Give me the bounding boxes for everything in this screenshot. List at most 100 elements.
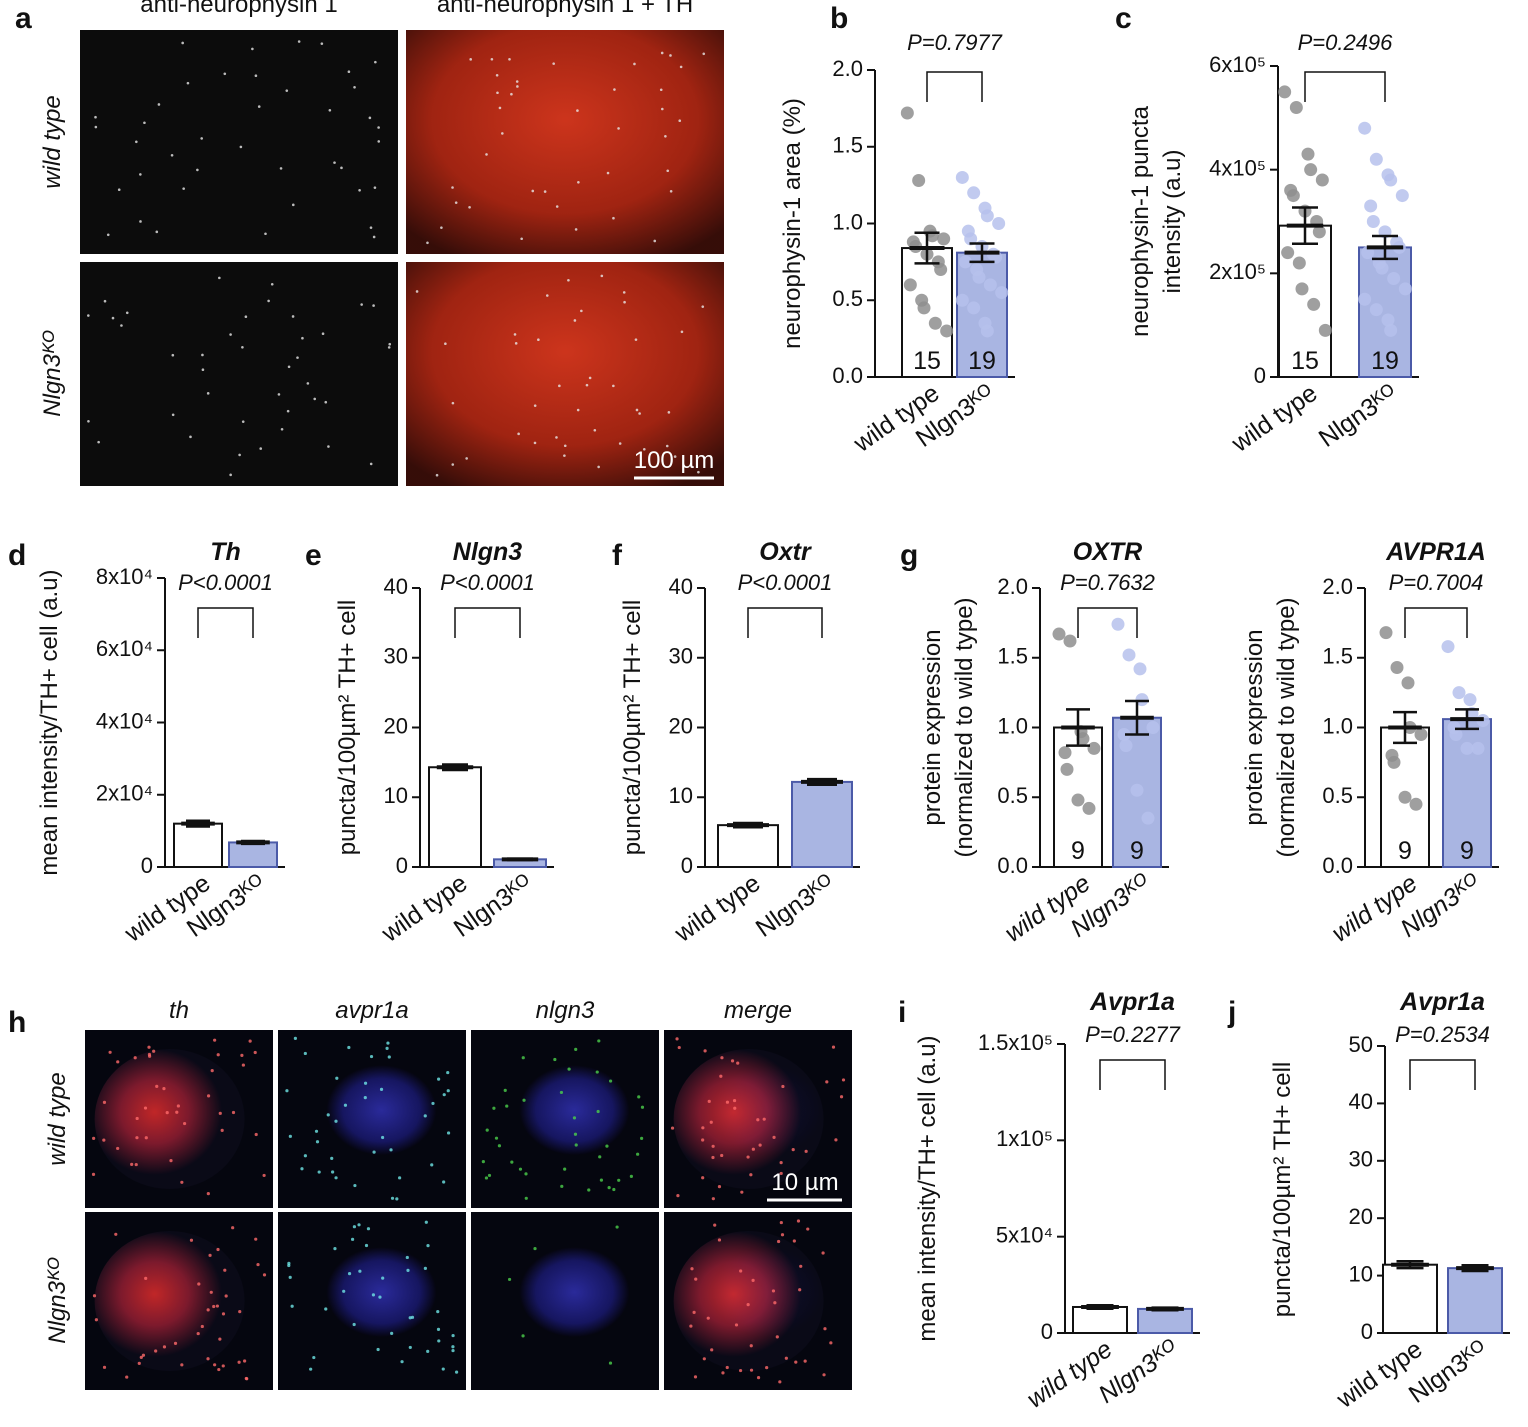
punctum — [388, 342, 392, 346]
y-tick-label: 0.0 — [1322, 853, 1353, 878]
punctum — [510, 1160, 514, 1164]
data-point — [1398, 790, 1412, 804]
punctum — [181, 41, 184, 45]
data-point — [980, 209, 994, 223]
micrograph-th — [406, 262, 724, 486]
x-tick-label: Nlgn3ᴷᴼ — [751, 869, 840, 943]
punctum — [288, 1134, 292, 1138]
punctum — [563, 454, 566, 457]
data-point — [964, 232, 978, 246]
data-point — [900, 106, 914, 120]
punctum — [505, 1104, 509, 1108]
y-tick-label: 10 — [669, 783, 693, 808]
data-point — [1071, 793, 1085, 807]
y-tick-label: 4x10⁴ — [96, 708, 153, 733]
data-point — [1358, 292, 1372, 306]
punctum — [711, 1144, 715, 1148]
punctum — [665, 444, 669, 448]
data-point — [1087, 741, 1101, 755]
punctum — [524, 1196, 528, 1200]
punctum — [446, 1089, 450, 1093]
column-header: th — [169, 997, 189, 1024]
punctum — [640, 1105, 645, 1109]
punctum — [293, 1036, 297, 1041]
punctum — [679, 65, 683, 69]
bracket — [1099, 1059, 1166, 1090]
punctum — [135, 1116, 139, 1121]
punctum — [264, 232, 267, 236]
data-point — [1463, 693, 1477, 707]
punctum — [369, 462, 373, 466]
punctum — [498, 106, 502, 110]
panel-label: f — [612, 539, 623, 572]
bar — [717, 824, 779, 869]
punctum — [608, 1079, 613, 1083]
y-tick-label: 10 — [384, 783, 408, 808]
punctum — [426, 1244, 430, 1248]
punctum — [454, 1370, 459, 1374]
punctum — [746, 1303, 750, 1307]
punctum — [779, 1220, 783, 1225]
punctum — [508, 57, 511, 61]
punctum — [738, 1368, 743, 1373]
punctum — [513, 333, 517, 336]
punctum — [803, 1359, 807, 1363]
y-tick-label: 1.0 — [832, 209, 863, 234]
punctum — [501, 132, 504, 135]
punctum — [633, 62, 636, 66]
panel-label: d — [8, 539, 26, 572]
punctum — [200, 1324, 204, 1329]
punctum — [676, 1194, 680, 1198]
y-tick-label: 20 — [1349, 1204, 1373, 1229]
data-point — [940, 324, 954, 338]
punctum — [653, 239, 657, 243]
data-point — [1315, 173, 1329, 187]
punctum — [690, 1267, 694, 1271]
punctum — [147, 1052, 152, 1057]
punctum — [133, 1056, 137, 1060]
y-tick-label: 8x10⁴ — [96, 564, 153, 589]
punctum — [280, 427, 284, 431]
punctum — [139, 1355, 143, 1360]
punctum — [734, 1323, 739, 1327]
punctum — [673, 455, 677, 458]
punctum — [426, 241, 429, 245]
punctum — [176, 1104, 180, 1108]
y-tick-label: 1.0 — [1322, 713, 1353, 738]
chart-title: Avpr1a — [1399, 988, 1485, 1016]
punctum — [350, 1237, 355, 1241]
punctum — [485, 1128, 489, 1132]
punctum — [599, 1178, 604, 1182]
data-point — [1318, 323, 1332, 337]
punctum — [717, 1238, 722, 1242]
punctum — [291, 315, 295, 318]
punctum — [494, 1136, 499, 1140]
punctum — [196, 1331, 200, 1336]
punctum — [125, 311, 129, 315]
punctum — [189, 435, 192, 439]
punctum — [806, 1227, 810, 1231]
punctum — [262, 1173, 266, 1178]
column-header: avpr1a — [335, 997, 408, 1024]
row-label: wild type — [39, 95, 66, 188]
punctum — [406, 1268, 410, 1272]
punctum — [436, 1310, 440, 1314]
punctum — [290, 1304, 294, 1308]
punctum — [254, 74, 258, 78]
y-tick-label: 0 — [681, 853, 693, 878]
punctum — [585, 383, 589, 387]
bar — [1358, 246, 1412, 378]
bracket — [197, 607, 254, 638]
punctum — [139, 220, 142, 223]
y-tick-label: 30 — [384, 644, 408, 669]
y-tick-label: 0.5 — [832, 286, 863, 311]
punctum — [324, 1307, 328, 1311]
n-label: 15 — [1291, 347, 1319, 375]
punctum — [238, 453, 241, 457]
punctum — [223, 72, 227, 76]
y-tick-label: 4x10⁵ — [1209, 155, 1266, 180]
punctum — [363, 1081, 368, 1085]
punctum — [442, 1180, 446, 1184]
punctum — [758, 1143, 762, 1147]
p-value: P=0.7977 — [907, 30, 1003, 55]
